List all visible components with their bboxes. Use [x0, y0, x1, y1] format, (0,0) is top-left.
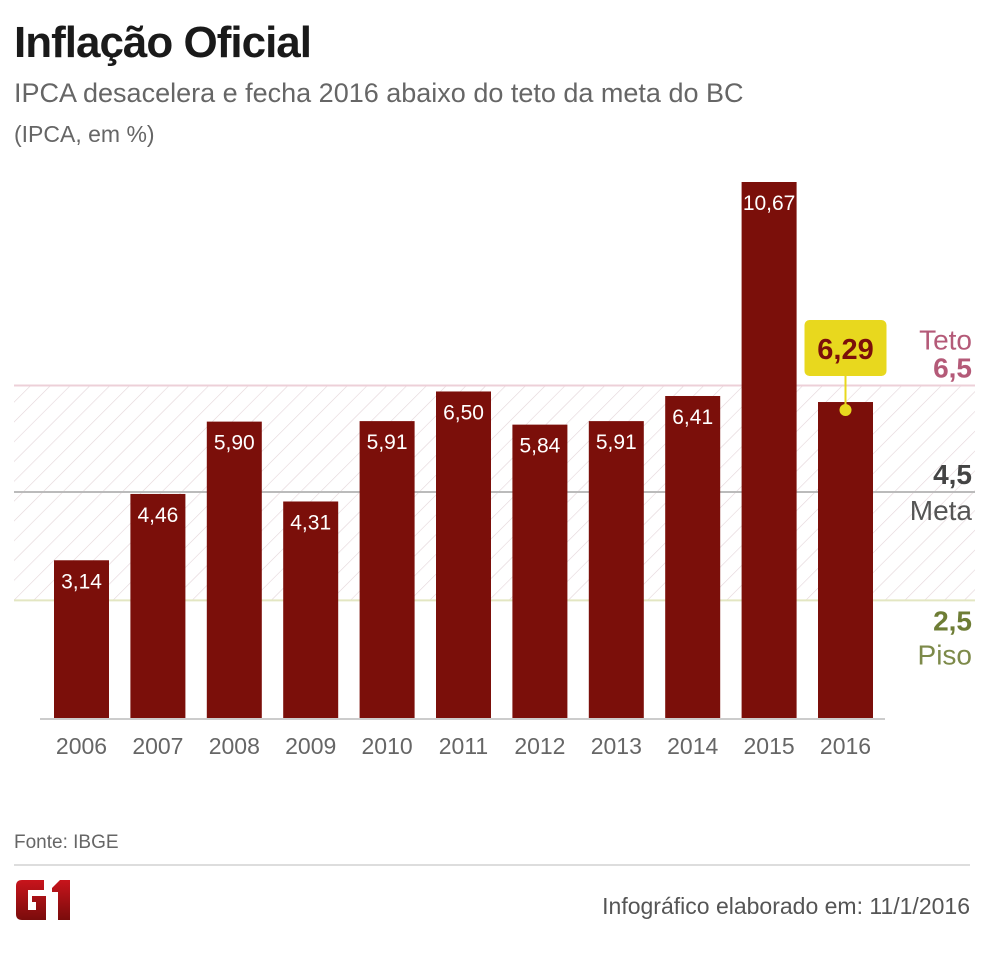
x-tick-2014: 2014: [667, 733, 718, 759]
x-tick-2010: 2010: [362, 733, 413, 759]
data-label-2008: 5,90: [214, 432, 255, 455]
data-label-2009: 4,31: [290, 511, 331, 534]
data-label-2007: 4,46: [137, 504, 178, 527]
unit-note: (IPCA, em %): [14, 121, 155, 147]
x-tick-2008: 2008: [209, 733, 260, 759]
bar-2006: [54, 560, 109, 718]
x-tick-2015: 2015: [744, 733, 795, 759]
bar-2012: [512, 424, 568, 718]
data-label-2011: 6,50: [443, 401, 484, 424]
bar-2007: [130, 493, 186, 718]
x-tick-2011: 2011: [439, 733, 488, 759]
data-label-2010: 5,91: [367, 431, 408, 454]
bar-2011: [436, 391, 491, 718]
data-label-2012: 5,84: [519, 435, 560, 458]
data-label-2015: 10,67: [743, 192, 796, 215]
bar-2016: [818, 402, 873, 718]
x-tick-2009: 2009: [285, 733, 336, 759]
x-tick-2007: 2007: [132, 733, 183, 759]
bar-2010: [359, 421, 415, 718]
data-label-2013: 5,91: [596, 431, 637, 454]
data-label-2006: 3,14: [61, 570, 102, 593]
source-note: Fonte: IBGE: [14, 832, 119, 853]
highlight-value: 6,29: [817, 334, 873, 366]
x-tick-2013: 2013: [591, 733, 642, 759]
highlight-badge: [804, 320, 887, 376]
data-label-2014: 6,41: [672, 406, 713, 429]
x-tick-2012: 2012: [514, 733, 565, 759]
divider: [14, 864, 970, 866]
chart-subtitle: IPCA desacelera e fecha 2016 abaixo do t…: [14, 78, 744, 108]
meta-value: 4,5: [933, 459, 972, 490]
highlight-dot: [839, 404, 852, 417]
bar-2009: [283, 501, 339, 718]
teto-value: 6,5: [933, 352, 972, 383]
bar-2008: [206, 421, 262, 718]
piso-name: Piso: [918, 639, 972, 670]
meta-name: Meta: [910, 495, 973, 526]
x-tick-2006: 2006: [56, 733, 107, 759]
teto-name: Teto: [919, 324, 972, 355]
bar-2013: [588, 421, 644, 718]
chart-title: Inflação Oficial: [14, 18, 312, 67]
bar-2014: [665, 395, 721, 718]
piso-value: 2,5: [933, 605, 972, 636]
bar-2015: [741, 182, 797, 718]
credit-note: Infográfico elaborado em: 11/1/2016: [602, 893, 970, 919]
x-tick-2016: 2016: [820, 733, 871, 759]
